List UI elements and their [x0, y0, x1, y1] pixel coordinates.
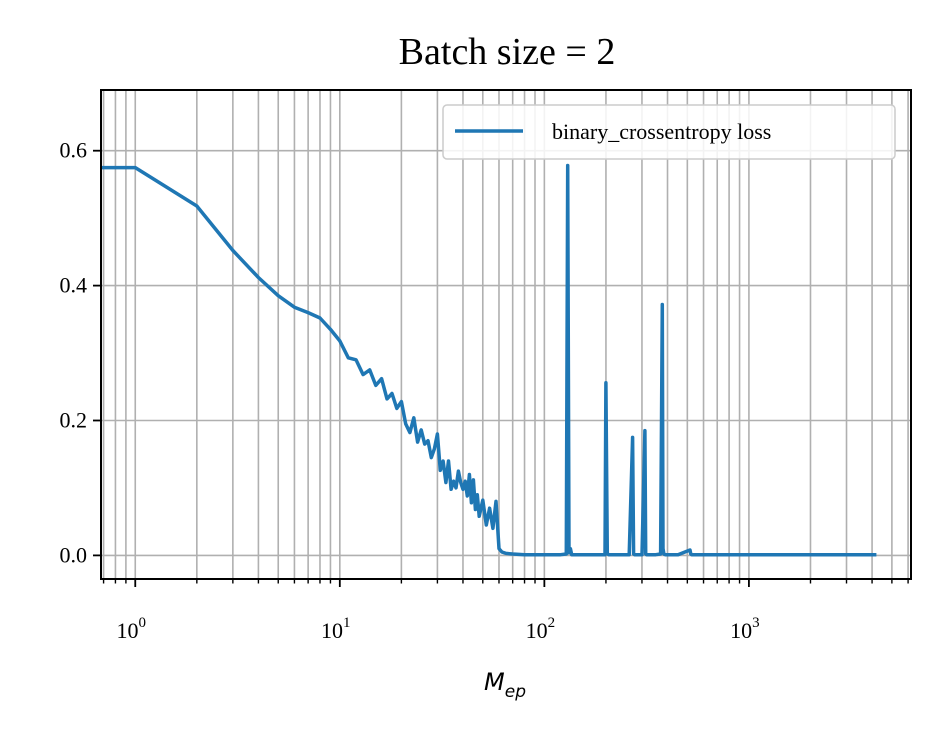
x-tick-label: 103 [730, 615, 760, 643]
x-tick-label-exponent: 3 [752, 615, 760, 631]
x-axis-label-main: M [484, 668, 505, 696]
y-tick-label: 0.4 [60, 273, 88, 298]
x-axis-label-subscript: ep [505, 682, 526, 702]
x-tick-label-base: 10 [321, 618, 343, 643]
x-tick-label-exponent: 1 [343, 615, 351, 631]
chart-title: Batch size = 2 [399, 31, 616, 73]
legend-box [442, 104, 896, 160]
x-tick-label-exponent: 2 [548, 615, 556, 631]
y-tick-label: 0.6 [60, 138, 88, 163]
x-tick-label: 100 [117, 615, 147, 643]
x-tick-labels: 100 101 102 103 [117, 615, 760, 643]
x-tick-label-base: 10 [526, 618, 548, 643]
x-tick-label: 101 [321, 615, 351, 643]
series-area [101, 163, 877, 557]
x-tick-label-base: 10 [117, 618, 139, 643]
plot-frame [100, 89, 912, 580]
legend: binary_crossentropy loss [442, 104, 896, 160]
series-line-loss [101, 163, 877, 557]
grid [101, 90, 911, 579]
y-tick-label: 0.0 [60, 542, 88, 567]
x-tick-label: 102 [526, 615, 556, 643]
x-tick-label-exponent: 0 [139, 615, 147, 631]
y-tick-label: 0.2 [60, 407, 88, 432]
legend-label: binary_crossentropy loss [552, 119, 771, 144]
x-axis-label: Mep [484, 668, 526, 702]
axis-ticks [93, 149, 909, 587]
x-tick-label-base: 10 [730, 618, 752, 643]
y-tick-labels: 0.0 0.2 0.4 0.6 [60, 138, 88, 568]
